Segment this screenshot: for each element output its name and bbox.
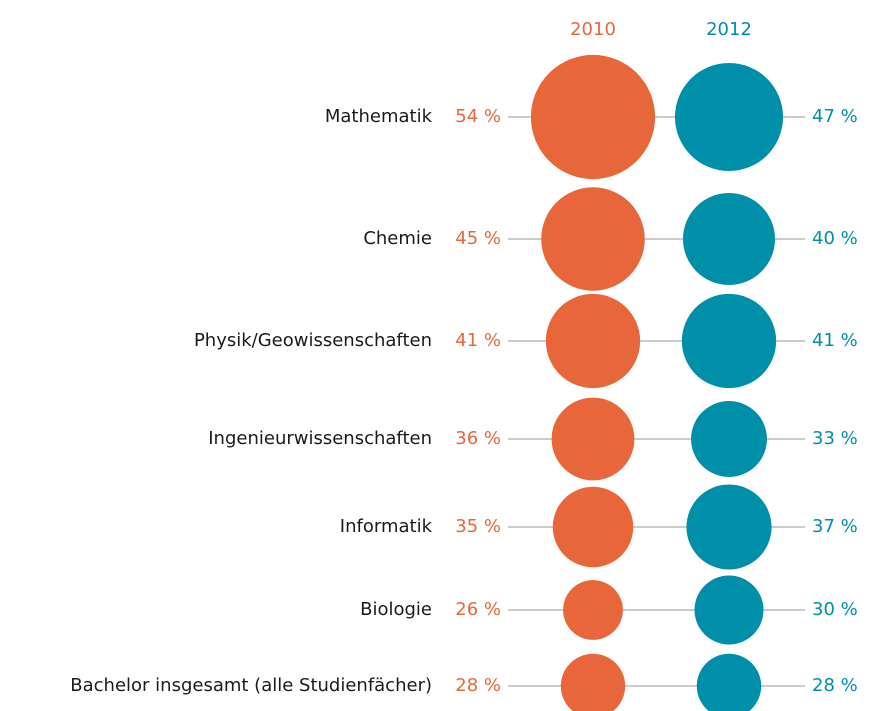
bubble [686, 484, 772, 570]
category-label: Bachelor insgesamt (alle Studienfächer) [70, 675, 432, 696]
series-header: 2010 [570, 19, 616, 40]
bubble [545, 293, 641, 389]
bubble [694, 575, 764, 645]
bubble [560, 653, 626, 711]
value-label: 33 % [812, 428, 858, 449]
value-label: 35 % [455, 516, 501, 537]
series-header: 2012 [706, 19, 752, 40]
value-label: 41 % [455, 330, 501, 351]
value-label: 37 % [812, 516, 858, 537]
value-label: 41 % [812, 330, 858, 351]
value-label: 30 % [812, 599, 858, 620]
category-label: Mathematik [325, 106, 433, 127]
category-label: Informatik [340, 516, 433, 537]
value-label: 40 % [812, 228, 858, 249]
category-label: Physik/Geowissenschaften [194, 330, 432, 351]
bubble [541, 187, 645, 291]
value-label: 28 % [455, 675, 501, 696]
value-label: 28 % [812, 675, 858, 696]
category-label: Ingenieurwissenschaften [208, 428, 432, 449]
value-label: 45 % [455, 228, 501, 249]
bubble [681, 293, 777, 389]
bubble [691, 401, 767, 477]
value-label: 36 % [455, 428, 501, 449]
category-label: Chemie [363, 228, 432, 249]
bubble [551, 397, 635, 481]
bubble [552, 486, 634, 568]
bubble [563, 580, 623, 640]
bubble [696, 653, 762, 711]
category-label: Biologie [360, 599, 432, 620]
bubble [674, 62, 784, 172]
value-label: 26 % [455, 599, 501, 620]
value-label: 47 % [812, 106, 858, 127]
bubble [530, 54, 656, 180]
value-label: 54 % [455, 106, 501, 127]
bubble [683, 193, 775, 285]
